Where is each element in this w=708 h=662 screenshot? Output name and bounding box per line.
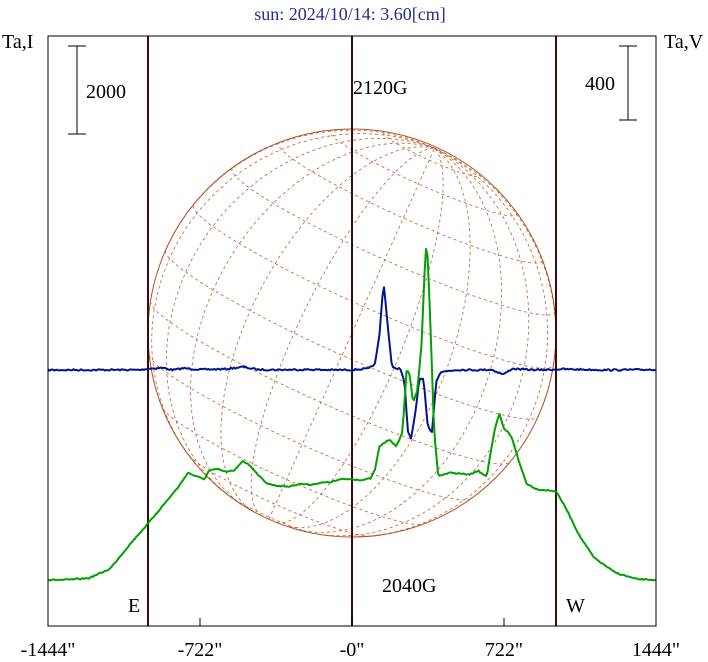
latitude-gridline: [278, 141, 543, 264]
trough-annotation: 2040G: [382, 575, 436, 597]
latitude-gridline: [329, 129, 518, 217]
polarization-series: [47, 247, 657, 582]
latitude-gridline: [383, 131, 481, 178]
x-tick-label: 1444": [632, 639, 680, 661]
x-tick-label: -1444": [21, 639, 76, 661]
right-scale-bar: [619, 45, 637, 121]
west-label: W: [566, 595, 585, 617]
limb-lines: [147, 36, 557, 626]
chart-title: sun: 2024/10/14: 3.60[cm]: [254, 4, 446, 24]
right-axis-label: Ta,V: [664, 31, 704, 53]
right-scale-bar-label: 400: [585, 73, 615, 95]
left-scale-bar-label: 2000: [86, 81, 126, 103]
latitude-gridline: [149, 355, 471, 501]
x-tick-label: -722": [178, 639, 223, 661]
longitude-gridline: [276, 147, 444, 524]
longitude-gridline: [434, 147, 557, 417]
x-tick-label: -0": [340, 639, 365, 661]
longitude-gridline: [190, 142, 435, 506]
latitude-gridline: [228, 495, 313, 534]
left-axis-label: Ta,I: [2, 31, 33, 53]
longitude-gridline: [358, 147, 549, 538]
x-tick-label: 722": [485, 639, 523, 661]
latitude-gridline: [162, 408, 423, 526]
latitude-gridline: [192, 205, 554, 369]
left-scale-bar: [68, 45, 86, 135]
latitude-gridline: [165, 250, 539, 420]
longitude-gridline: [312, 147, 530, 537]
east-label: E: [128, 595, 140, 617]
x-axis-ticks: -1444" -722" -0" 722" 1444": [21, 618, 680, 661]
longitude-gridline: [297, 147, 502, 533]
longitude-gridline: [165, 137, 435, 497]
latitude-gridline: [188, 455, 370, 537]
peak-annotation: 2120G: [353, 77, 407, 99]
latitude-gridline: [231, 167, 556, 316]
intensity-series: [47, 286, 656, 440]
longitude-gridline: [250, 147, 435, 517]
series-layer: [47, 247, 657, 582]
longitude-gridline: [220, 146, 435, 513]
longitude-gridline: [283, 147, 471, 529]
longitude-gridline: [151, 133, 435, 465]
longitude-gridline: [165, 129, 435, 250]
solar-disk: [147, 128, 557, 538]
latitude-gridline: [150, 301, 511, 465]
